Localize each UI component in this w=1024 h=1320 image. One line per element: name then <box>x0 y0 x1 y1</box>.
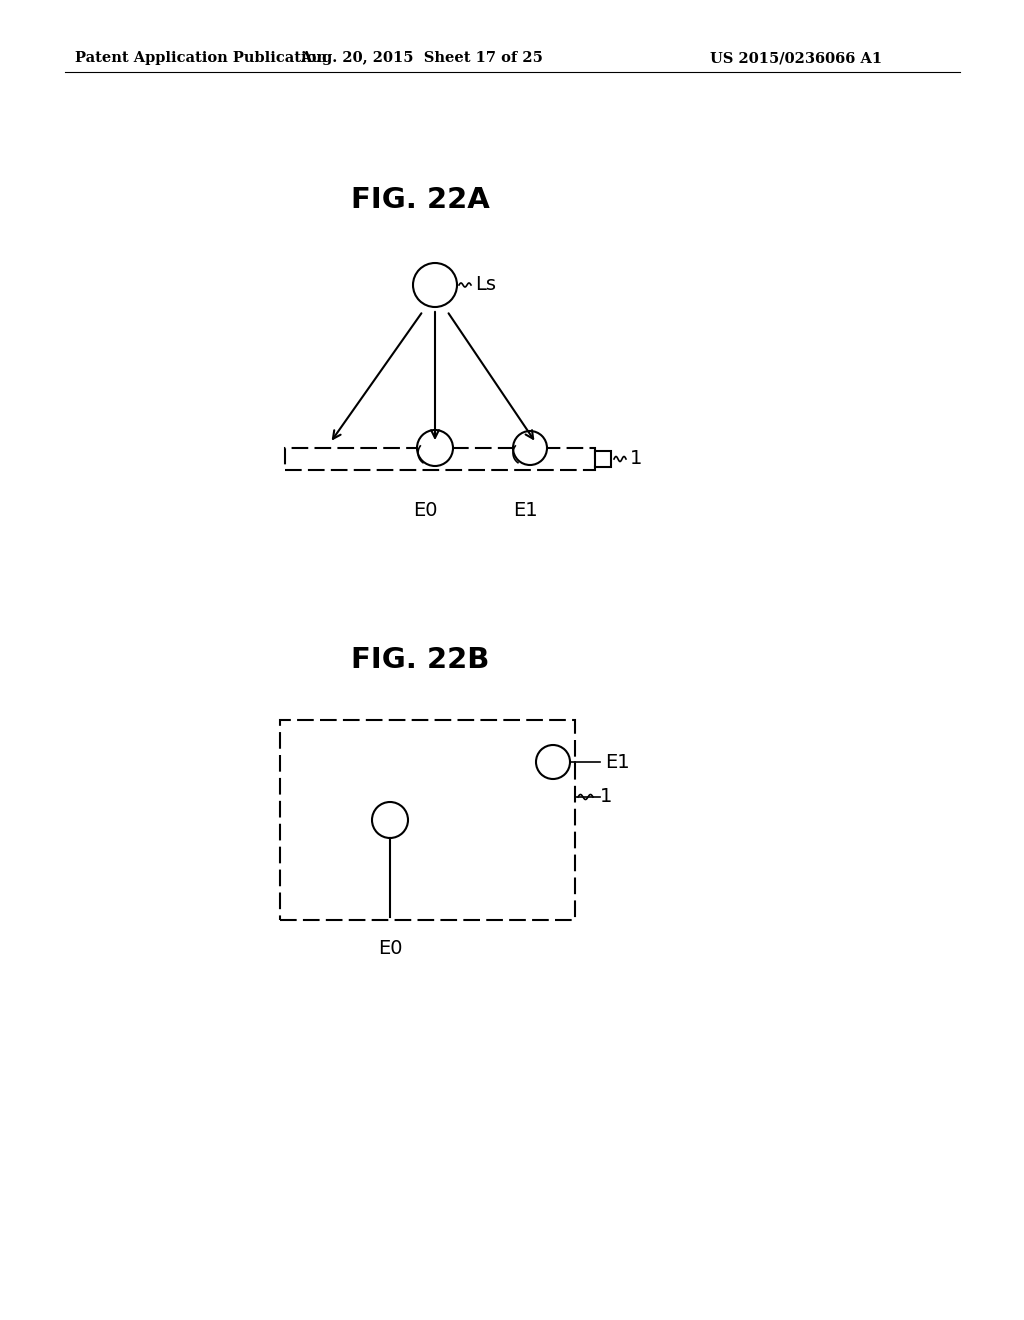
Text: Aug. 20, 2015  Sheet 17 of 25: Aug. 20, 2015 Sheet 17 of 25 <box>301 51 544 65</box>
Ellipse shape <box>536 744 570 779</box>
Ellipse shape <box>372 803 408 838</box>
Text: US 2015/0236066 A1: US 2015/0236066 A1 <box>710 51 882 65</box>
Text: Patent Application Publication: Patent Application Publication <box>75 51 327 65</box>
Bar <box>595 451 611 467</box>
Text: E1: E1 <box>605 752 630 771</box>
Text: E0: E0 <box>378 939 402 957</box>
Bar <box>280 719 575 920</box>
Text: E1: E1 <box>513 500 538 520</box>
Bar <box>285 447 595 470</box>
Text: E0: E0 <box>413 500 437 520</box>
Text: FIG. 22A: FIG. 22A <box>350 186 489 214</box>
Ellipse shape <box>417 430 453 466</box>
Ellipse shape <box>513 432 547 465</box>
Text: Ls: Ls <box>475 276 496 294</box>
Text: 1: 1 <box>600 788 612 807</box>
Text: 1: 1 <box>630 450 642 469</box>
Text: FIG. 22B: FIG. 22B <box>351 645 489 675</box>
